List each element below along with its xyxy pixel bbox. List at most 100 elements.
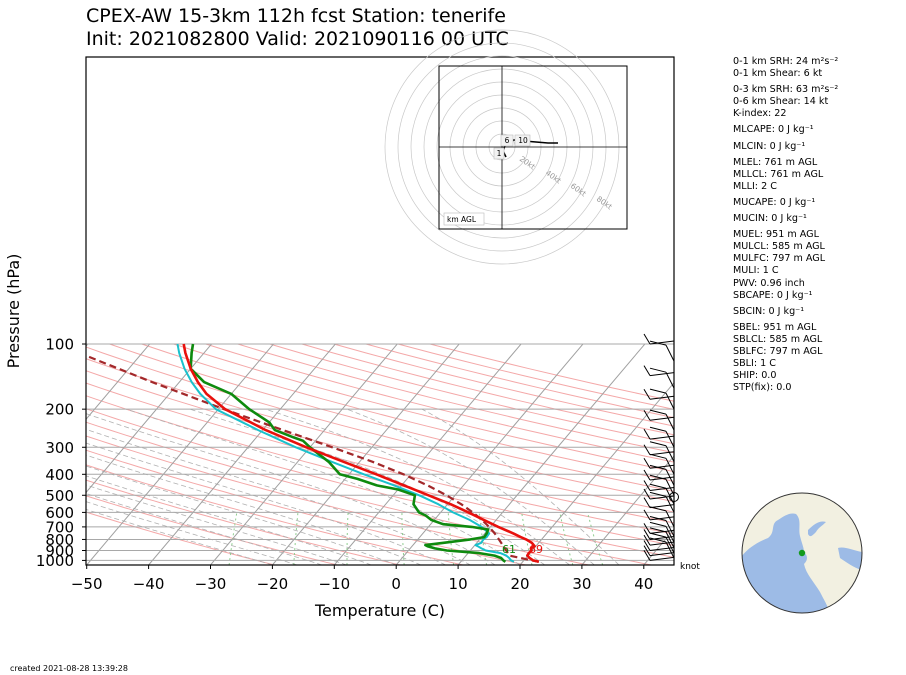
wind-barb <box>649 395 675 400</box>
moist-adiabat <box>86 484 347 565</box>
dry-adiabat <box>86 421 652 565</box>
hodograph-height-label-10: 10 <box>518 136 528 145</box>
isotherm <box>86 343 212 494</box>
moist-adiabat <box>86 465 397 565</box>
wind-barb-flag <box>649 491 667 497</box>
index-row: SBEL: 951 m AGL <box>733 321 817 333</box>
wind-barb-flag <box>643 545 651 556</box>
wind-barb <box>649 556 675 561</box>
wind-barb-flag <box>643 444 651 456</box>
index-row: SBLI: 1 C <box>733 358 776 370</box>
wind-barb <box>649 486 675 491</box>
y-tick-label: 100 <box>45 336 74 354</box>
dewpoint-profile <box>189 343 507 563</box>
plot-frame <box>85 56 675 566</box>
wind-barb <box>665 458 675 475</box>
wind-barb-flag <box>649 521 667 527</box>
index-row: MLCIN: 0 J kg⁻¹ <box>733 140 806 152</box>
moist-adiabat <box>190 408 545 565</box>
dry-adiabat <box>205 343 674 463</box>
wind-barb-flag <box>643 388 651 400</box>
x-axis: −50 −40 −30 −20 −10 0 10 20 30 40 <box>71 565 653 593</box>
index-row: MLLI: 2 C <box>733 180 777 192</box>
wind-barb <box>649 516 675 521</box>
isotherm <box>272 343 460 565</box>
x-tick-label: −10 <box>318 575 350 593</box>
wetbulb-profile <box>176 343 515 563</box>
isobars <box>86 343 674 561</box>
index-row: MUCIN: 0 J kg⁻¹ <box>733 213 807 225</box>
y-tick-label: 300 <box>45 439 74 457</box>
y-tick-label: 900 <box>45 542 74 560</box>
wind-unit-label: knot <box>680 562 700 572</box>
calm-wind-marker <box>669 492 679 502</box>
wind-barb-flag <box>643 480 651 491</box>
mixing-ratio-line <box>228 512 238 565</box>
chart-title-line2: Init: 2021082800 Valid: 2021090116 00 UT… <box>86 28 509 50</box>
dry-adiabat <box>86 395 674 546</box>
wind-barb <box>649 476 675 481</box>
index-row: MULCL: 585 m AGL <box>733 241 825 253</box>
wind-barb-flag <box>643 534 651 546</box>
isotherm <box>519 381 674 565</box>
wind-barb-flag <box>643 497 651 508</box>
isotherm <box>86 343 89 347</box>
wind-barb-flag <box>649 483 667 489</box>
wind-barb-flag <box>643 540 651 551</box>
wind-barb <box>649 547 675 552</box>
index-row: MULI: 1 C <box>733 265 779 277</box>
wind-barb-flag <box>649 426 667 432</box>
x-tick-label: 20 <box>510 575 529 593</box>
wind-barb <box>649 451 675 456</box>
dry-adiabat <box>86 435 589 565</box>
moist-adiabat <box>265 408 570 565</box>
wind-barb-flag <box>649 388 667 394</box>
station-marker <box>798 549 806 557</box>
dry-adiabat <box>86 464 464 565</box>
y-tick-label: 700 <box>45 518 74 536</box>
hodograph-frame <box>438 65 628 230</box>
wind-barb <box>665 413 675 431</box>
wind-barb-flag <box>643 409 651 421</box>
index-row: MLEL: 761 m AGL <box>733 156 818 168</box>
mixing-ratio-lines <box>228 512 604 565</box>
index-row: SBCIN: 0 J kg⁻¹ <box>733 305 805 317</box>
wind-barb-flag <box>643 550 651 561</box>
moist-adiabat <box>421 408 620 565</box>
stability-indices-panel: 0-1 km SRH: 24 m²s⁻² 0-1 km Shear: 6 kt 0-… <box>733 56 838 394</box>
y-axis-label: Pressure (hPa) <box>4 254 23 369</box>
wind-barb-flag <box>643 529 651 540</box>
wind-barb-flag <box>649 409 667 415</box>
index-row: MUEL: 951 m AGL <box>733 229 819 241</box>
isotherm <box>581 455 674 565</box>
x-axis-label: Temperature (C) <box>314 601 445 620</box>
dry-adiabat <box>86 511 275 565</box>
x-tick-label: −50 <box>71 575 103 593</box>
isotherm <box>86 343 274 565</box>
dry-adiabat <box>237 343 674 454</box>
y-tick-label: 400 <box>45 466 74 484</box>
wind-barb <box>665 392 675 410</box>
mixing-ratio-line <box>293 512 299 565</box>
moist-adiabat <box>86 454 422 565</box>
wind-barb <box>649 340 675 345</box>
wind-barb-flag <box>649 527 667 533</box>
surface-dewpoint-label: 61 <box>502 543 516 556</box>
isotherm <box>395 343 584 565</box>
isotherm <box>210 343 398 565</box>
temperature-profile <box>182 343 540 564</box>
mixing-ratio-line <box>401 512 405 565</box>
wind-barb <box>649 416 675 421</box>
moist-adiabat <box>86 442 446 565</box>
index-row: SHIP: 0.0 <box>733 370 777 382</box>
dry-adiabat <box>86 479 401 565</box>
wind-barbs <box>643 333 679 561</box>
dry-adiabat <box>86 495 338 565</box>
moist-adiabat <box>86 475 372 565</box>
moist-adiabats <box>86 408 620 565</box>
x-tick-label: −30 <box>195 575 227 593</box>
index-row: STP(fix): 0.0 <box>733 382 792 394</box>
wind-barb <box>649 535 675 540</box>
wind-barb-flag <box>649 367 667 373</box>
